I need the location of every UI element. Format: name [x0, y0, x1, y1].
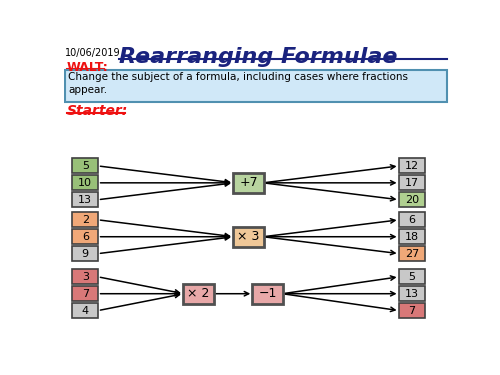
Text: 4: 4 — [82, 306, 89, 316]
Text: 9: 9 — [82, 249, 89, 259]
Text: 5: 5 — [408, 272, 416, 282]
FancyBboxPatch shape — [233, 227, 264, 247]
FancyBboxPatch shape — [72, 212, 99, 227]
Text: −1: −1 — [258, 287, 277, 300]
FancyBboxPatch shape — [398, 286, 425, 301]
FancyBboxPatch shape — [72, 192, 99, 207]
Text: 6: 6 — [82, 232, 89, 242]
Text: 5: 5 — [82, 161, 89, 171]
FancyBboxPatch shape — [183, 284, 214, 304]
Text: 3: 3 — [82, 272, 89, 282]
Text: 10: 10 — [78, 178, 92, 188]
FancyBboxPatch shape — [72, 303, 99, 318]
Text: 13: 13 — [78, 195, 92, 205]
Text: Rearranging Formulae: Rearranging Formulae — [119, 46, 398, 66]
FancyBboxPatch shape — [72, 286, 99, 301]
FancyBboxPatch shape — [398, 192, 425, 207]
FancyBboxPatch shape — [64, 70, 447, 102]
FancyBboxPatch shape — [252, 284, 283, 304]
Text: 27: 27 — [404, 249, 419, 259]
FancyBboxPatch shape — [398, 246, 425, 261]
FancyBboxPatch shape — [398, 303, 425, 318]
Text: WALT:: WALT: — [67, 61, 108, 74]
FancyBboxPatch shape — [72, 158, 99, 173]
Text: 6: 6 — [408, 215, 416, 225]
Text: 20: 20 — [404, 195, 419, 205]
FancyBboxPatch shape — [72, 175, 99, 190]
Text: 2: 2 — [82, 215, 89, 225]
Text: × 3: × 3 — [238, 230, 260, 243]
Text: Change the subject of a formula, including cases where fractions
appear.: Change the subject of a formula, includi… — [68, 72, 408, 95]
Text: +7: +7 — [239, 176, 258, 189]
FancyBboxPatch shape — [72, 269, 99, 284]
Text: 17: 17 — [404, 178, 419, 188]
FancyBboxPatch shape — [72, 229, 99, 244]
Text: Starter:: Starter: — [67, 104, 128, 118]
Text: 13: 13 — [405, 289, 419, 299]
FancyBboxPatch shape — [398, 175, 425, 190]
FancyBboxPatch shape — [398, 212, 425, 227]
Text: × 2: × 2 — [188, 287, 210, 300]
FancyBboxPatch shape — [398, 229, 425, 244]
Text: 12: 12 — [404, 161, 419, 171]
Text: 10/06/2019: 10/06/2019 — [66, 48, 121, 58]
FancyBboxPatch shape — [398, 269, 425, 284]
Text: 18: 18 — [404, 232, 419, 242]
FancyBboxPatch shape — [398, 158, 425, 173]
FancyBboxPatch shape — [233, 173, 264, 193]
Text: 7: 7 — [82, 289, 89, 299]
FancyBboxPatch shape — [72, 246, 99, 261]
Text: 7: 7 — [408, 306, 416, 316]
